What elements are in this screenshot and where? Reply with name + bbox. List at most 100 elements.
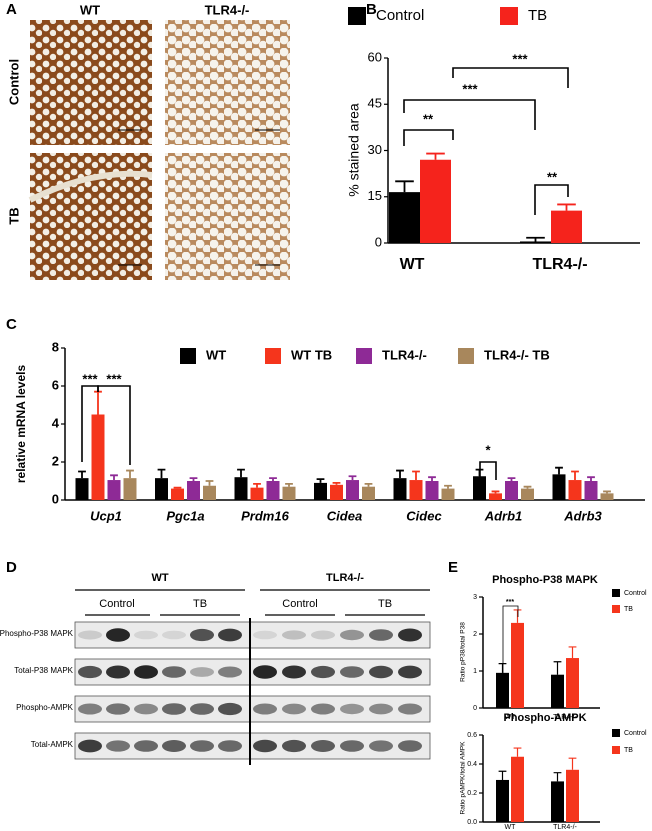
bar [496,779,509,822]
error-bar [568,757,577,770]
row-label: TB [6,207,21,224]
legend-label: Control [376,7,424,24]
bar [266,481,280,500]
y-tick-label: 15 [368,188,382,203]
x-tick-label: Ucp1 [90,508,122,523]
legend-swatch [458,348,474,364]
bar [346,480,359,500]
error-bar [603,490,611,494]
y-tick-label: 8 [52,339,59,354]
chart-title: Phospho-P38 MAPK [492,574,598,586]
legend-swatch [500,7,518,25]
blot-band [218,740,242,752]
blot-band [311,630,335,640]
blot-band [398,703,422,715]
bar [420,159,451,243]
error-bar [444,484,452,489]
bar [234,477,248,500]
error-bar [94,390,102,415]
image-wt-control [30,20,152,145]
error-bar [412,470,420,481]
error-bar [126,469,134,479]
blot-row-label: Phospho-P38 MAPK [0,629,74,638]
annotation: *** [106,371,122,386]
blot-band [134,630,158,640]
blot-band [134,703,158,715]
significance-bracket [403,129,454,146]
annotation: *** [82,371,98,386]
legend-label: WT TB [291,347,332,362]
bar [568,480,582,500]
group-label: TB [378,598,392,610]
y-tick-label: 1 [473,668,477,675]
blot-band [162,703,186,715]
error-bar [498,663,507,673]
group-label: Control [99,598,134,610]
error-bar [428,476,436,481]
bar [250,487,264,500]
bar [389,192,420,243]
bar [521,488,534,500]
blot-band [398,665,422,679]
x-tick-label: WT [505,714,517,721]
y-axis-label: Ratio pAMPK/total AMPK [460,741,467,815]
annotation: *** [506,599,514,606]
error-bar [587,476,595,481]
blot-band [253,703,277,715]
blot-band [218,666,242,678]
bar [496,672,509,708]
blot-band [369,629,393,641]
blot-band [162,740,186,752]
y-tick-label: 30 [368,142,382,157]
bar [330,484,343,500]
blot-band [190,667,214,677]
error-bar [78,470,86,479]
error-bar [316,478,325,483]
error-bar [513,747,522,757]
bar [511,756,524,822]
y-tick-label: 3 [473,594,477,601]
error-bar [364,482,373,487]
annotation: ** [547,169,558,184]
blot-band [253,665,277,679]
error-bar [253,482,261,488]
bar [203,485,216,500]
y-tick-label: 45 [368,96,382,111]
bar [75,478,89,500]
y-tick-label: 0.0 [467,819,477,826]
blot-band [369,740,393,752]
column-label: TLR4-/- [205,2,250,17]
group-label: Control [282,598,317,610]
blot-band [190,703,214,715]
y-tick-label: 6 [52,377,59,392]
y-tick-label: 0.2 [467,790,477,797]
significance-bracket [534,184,569,215]
panel-label: A [6,1,17,18]
bar [505,481,518,500]
x-tick-label: WT [400,256,425,273]
legend-label: WT [206,347,226,362]
legend-swatch [265,348,281,364]
x-tick-label: Adrb3 [563,508,602,523]
y-tick-label: 0 [473,705,477,712]
bar [393,478,407,500]
blot-band [340,629,364,641]
western-blots [74,621,431,760]
bar [441,488,455,500]
legend-label: Control [624,590,647,597]
x-tick-label: WT [505,824,517,831]
bar [566,769,579,822]
error-bar [205,480,214,486]
blot-band [190,628,214,642]
error-bar [269,477,277,481]
legend-label: Control [624,730,647,737]
bar [409,480,423,500]
y-axis-label: relative mRNA levels [14,365,28,484]
error-bar [173,486,182,489]
blot-band [106,628,130,642]
blot-band [398,628,422,642]
bar [511,622,524,708]
blot-band [106,665,130,679]
blot-band [106,703,130,715]
